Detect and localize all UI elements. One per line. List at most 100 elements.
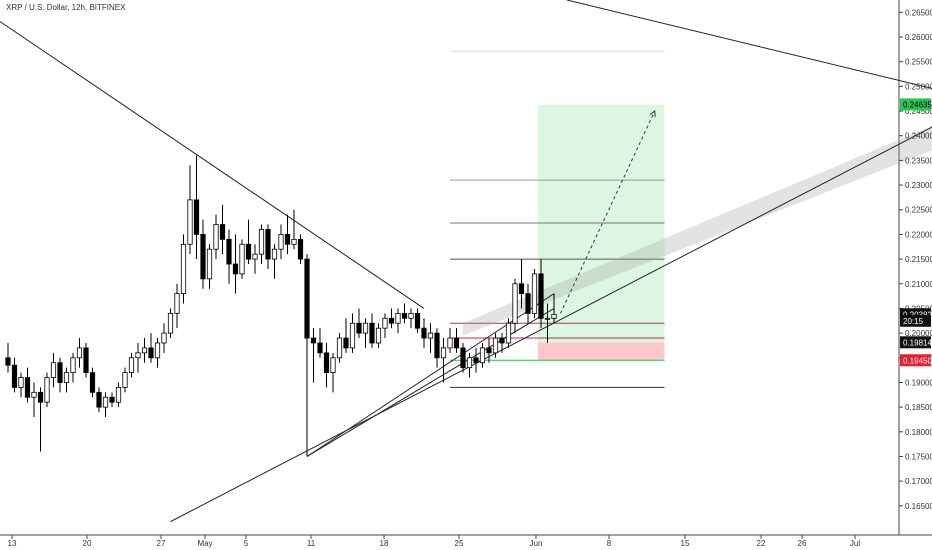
- candle-body: [167, 312, 174, 334]
- candle-body: [271, 248, 278, 260]
- y-tick-label: 0.24500: [905, 107, 932, 116]
- candle-body: [154, 342, 161, 359]
- candle-body: [525, 293, 531, 314]
- projection-arrowhead[interactable]: [649, 110, 656, 118]
- candle-body: [466, 357, 473, 369]
- candle-body: [544, 317, 551, 320]
- price-badge-label: 20:15: [903, 317, 924, 326]
- candle-body: [213, 224, 219, 250]
- price-badge: [900, 336, 931, 349]
- projection-line[interactable]: [560, 110, 656, 314]
- channel-band[interactable]: [463, 121, 932, 336]
- trendline-long-down[interactable]: [566, 0, 932, 91]
- candle-body: [5, 357, 11, 366]
- candle-body: [219, 224, 226, 240]
- candle-body: [304, 258, 310, 339]
- x-tick-label: 26: [798, 539, 807, 548]
- candle-body: [50, 362, 57, 378]
- candle-body: [486, 347, 492, 354]
- price-badge-label: 0.24635: [903, 100, 932, 109]
- trendline-long-up[interactable]: [170, 121, 932, 523]
- candle-body: [551, 313, 557, 319]
- candle-body: [63, 372, 70, 383]
- candle-body: [531, 273, 538, 314]
- candle-body: [512, 283, 518, 324]
- price-badge-label: 0.20382: [903, 310, 932, 319]
- candle-body: [109, 396, 115, 403]
- candle-body: [206, 248, 213, 280]
- price-badge: [900, 314, 931, 327]
- candle-body: [70, 357, 76, 373]
- y-tick-label: 0.25000: [905, 82, 932, 91]
- y-tick-label: 0.26000: [905, 33, 932, 42]
- candle-body: [258, 229, 265, 255]
- candle-body: [245, 243, 252, 260]
- candle-body: [193, 199, 200, 235]
- chart-title: XRP / U.S. Dollar, 12h, BITFINEX: [6, 3, 126, 12]
- candle-body: [382, 317, 388, 329]
- candle-body: [232, 263, 239, 275]
- candle-body: [330, 357, 336, 373]
- rising-channel[interactable]: [463, 121, 932, 336]
- x-tick-label: 5: [244, 539, 249, 548]
- y-tick-label: 0.22000: [905, 230, 932, 239]
- y-tick-label: 0.25500: [905, 58, 932, 67]
- candle-body: [479, 347, 486, 364]
- candle-body: [115, 386, 122, 403]
- y-tick-label: 0.16500: [905, 502, 932, 511]
- trendlines[interactable]: [0, 0, 932, 523]
- candle-body: [83, 347, 89, 373]
- candle-body: [122, 372, 128, 388]
- candle-body: [473, 357, 479, 364]
- candle-body: [395, 312, 401, 324]
- price-badge: [900, 98, 931, 111]
- candle-body: [174, 293, 180, 314]
- x-tick-label: May: [197, 539, 212, 548]
- candle-body: [453, 337, 460, 349]
- candle-body: [135, 352, 141, 359]
- candle-body: [284, 234, 291, 245]
- candle-body: [128, 357, 135, 373]
- fib-levels[interactable]: [450, 50, 665, 388]
- x-tick-label: 22: [757, 539, 766, 548]
- candle-body: [492, 337, 499, 354]
- projection-arrow[interactable]: [560, 110, 656, 314]
- candle-body: [408, 312, 414, 319]
- trendline-down[interactable]: [0, 9, 425, 309]
- candle-body: [375, 327, 382, 344]
- candle-body: [148, 347, 154, 359]
- y-tick-label: 0.18500: [905, 403, 932, 412]
- candle-body: [18, 377, 24, 388]
- candle-body: [505, 322, 512, 344]
- price-badge-label: 0.19450: [903, 356, 932, 365]
- candle-body: [336, 337, 343, 359]
- candle-body: [44, 377, 50, 403]
- x-tick-label: 8: [607, 539, 612, 548]
- trendline-up-lower[interactable]: [306, 308, 555, 457]
- candle-body: [37, 391, 44, 403]
- x-tick-label: 18: [380, 539, 389, 548]
- candle-body: [24, 377, 31, 398]
- y-axis-panel: [899, 0, 932, 550]
- y-tick-label: 0.19000: [905, 378, 932, 387]
- candle-body: [11, 364, 18, 388]
- candle-body: [427, 332, 434, 339]
- candle-body: [440, 347, 447, 359]
- candle-body: [297, 238, 304, 260]
- candle-body: [187, 199, 193, 245]
- candle-body: [310, 337, 317, 344]
- candle-body: [239, 243, 245, 275]
- x-tick-label: Jun: [530, 539, 543, 548]
- candle-body: [31, 391, 37, 398]
- x-tick-label: 11: [307, 539, 316, 548]
- candle-body: [141, 347, 148, 354]
- candle-body: [388, 317, 395, 324]
- x-axis-ticks: 13 20 27 May 5 11 18 25 Jun 8 15 22 26 Jul: [8, 535, 860, 548]
- stop-zone[interactable]: [537, 342, 665, 361]
- x-tick-label: 15: [681, 539, 690, 548]
- candle-body: [161, 332, 167, 344]
- y-tick-label: 0.22500: [905, 206, 932, 215]
- candle-body: [96, 391, 102, 408]
